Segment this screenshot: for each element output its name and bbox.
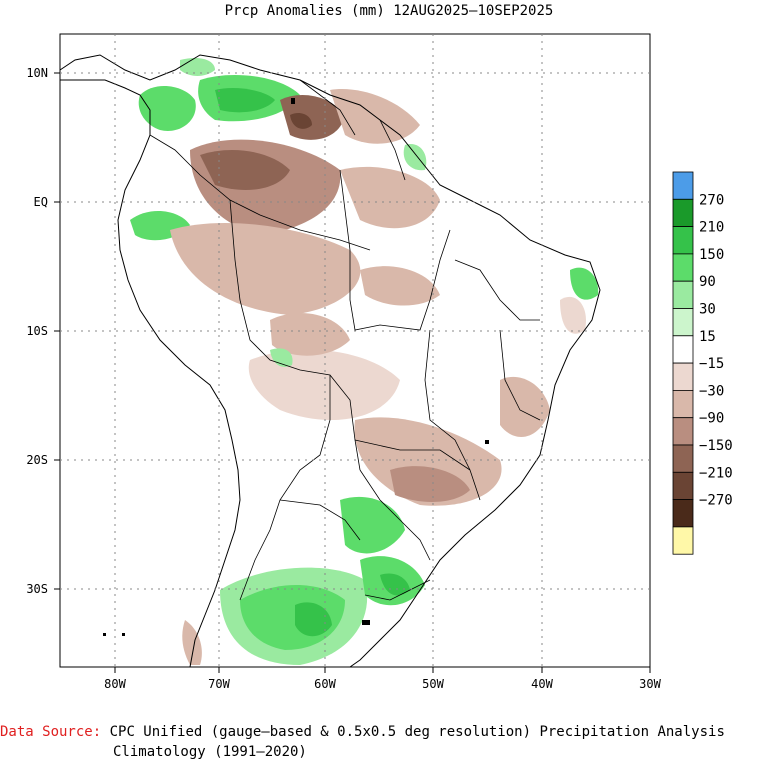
data-source-text: CPC Unified (gauge–based & 0.5x0.5 deg r… xyxy=(101,724,725,740)
legend-label: 210 xyxy=(699,220,724,236)
legend-label: −30 xyxy=(699,383,724,399)
color-legend: 270 210 150 90 30 15 −15 −30 −90 −150 −210 −270 xyxy=(672,171,733,555)
lon-label-80w: 80W xyxy=(104,677,126,691)
legend-swatch xyxy=(672,362,694,391)
legend-label: 90 xyxy=(699,274,716,290)
lat-label-10n: 10N xyxy=(26,66,48,80)
legend-label: −210 xyxy=(699,465,733,481)
political-borders xyxy=(149,79,541,601)
legend-swatch xyxy=(672,253,694,282)
legend-swatch xyxy=(672,444,694,473)
small-features xyxy=(103,98,489,636)
legend-label: −15 xyxy=(699,356,724,372)
legend-swatch xyxy=(672,389,694,419)
legend-label: 150 xyxy=(699,247,724,263)
lon-label-40w: 40W xyxy=(531,677,553,691)
lon-label-70w: 70W xyxy=(208,677,230,691)
lat-label-30s: 30S xyxy=(26,582,48,596)
legend-label: −90 xyxy=(699,411,724,427)
lon-label-50w: 50W xyxy=(422,677,444,691)
footer: Data Source: CPC Unified (gauge–based & … xyxy=(0,722,725,762)
legend-swatch xyxy=(672,308,694,337)
lon-label-30w: 30W xyxy=(639,677,661,691)
gridlines xyxy=(60,34,650,667)
legend-label: −150 xyxy=(699,438,733,454)
legend-swatch xyxy=(672,526,694,555)
map-frame xyxy=(59,33,651,668)
legend-label: 15 xyxy=(699,329,716,345)
legend-swatch xyxy=(672,280,694,309)
legend-swatch xyxy=(672,335,694,364)
legend-swatch xyxy=(672,226,694,255)
lat-label-20s: 20S xyxy=(26,453,48,467)
anomaly-shading xyxy=(130,58,599,665)
legend-swatch xyxy=(672,171,694,200)
coastlines xyxy=(59,54,601,668)
legend-label: −270 xyxy=(699,493,733,509)
legend-label: 30 xyxy=(699,302,716,318)
climatology-text: Climatology (1991–2020) xyxy=(113,744,307,760)
legend-swatch xyxy=(672,198,694,228)
legend-swatch xyxy=(672,417,694,446)
tick-marks xyxy=(54,72,651,673)
legend-swatch xyxy=(672,499,694,528)
lon-label-60w: 60W xyxy=(314,677,336,691)
legend-label: 270 xyxy=(699,192,724,208)
lat-label-eq: EQ xyxy=(34,195,48,209)
map-title: Prcp Anomalies (mm) 12AUG2025–10SEP2025 xyxy=(224,3,554,19)
data-source-label: Data Source: xyxy=(0,724,102,740)
lat-label-10s: 10S xyxy=(26,324,48,338)
legend-swatch xyxy=(672,471,694,500)
